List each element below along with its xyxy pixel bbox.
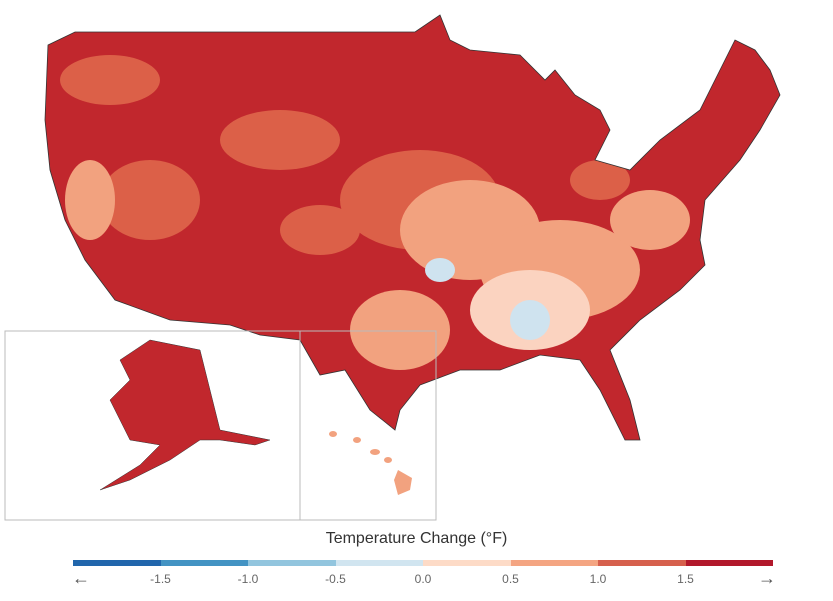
conus-region bbox=[44, 14, 781, 441]
legend-swatch bbox=[160, 560, 248, 566]
legend-swatch bbox=[248, 560, 336, 566]
hawaii-region bbox=[329, 431, 412, 495]
hawaii-inset bbox=[299, 330, 437, 521]
legend-swatch bbox=[598, 560, 686, 566]
alaska-region bbox=[99, 339, 271, 491]
legend-color-bar bbox=[73, 560, 773, 566]
legend-tick-label: -0.5 bbox=[325, 572, 346, 586]
legend-tick-label: 0.0 bbox=[414, 572, 432, 586]
legend-tick-label: -1.0 bbox=[237, 572, 259, 586]
legend-swatch bbox=[685, 560, 773, 566]
legend-tick-label: 1.0 bbox=[589, 572, 607, 586]
legend-swatch bbox=[73, 560, 161, 566]
legend-swatch bbox=[510, 560, 598, 566]
legend-swatch bbox=[335, 560, 423, 566]
legend-tick-label: 1.5 bbox=[677, 572, 694, 586]
right-arrow-icon: → bbox=[758, 568, 776, 588]
legend-swatch bbox=[423, 560, 511, 566]
legend-tick-label: 0.5 bbox=[502, 572, 519, 586]
legend-tick-label: -1.5 bbox=[150, 572, 171, 586]
left-arrow-icon: ← bbox=[72, 568, 90, 588]
legend-title: Temperature Change (°F) bbox=[325, 530, 508, 547]
